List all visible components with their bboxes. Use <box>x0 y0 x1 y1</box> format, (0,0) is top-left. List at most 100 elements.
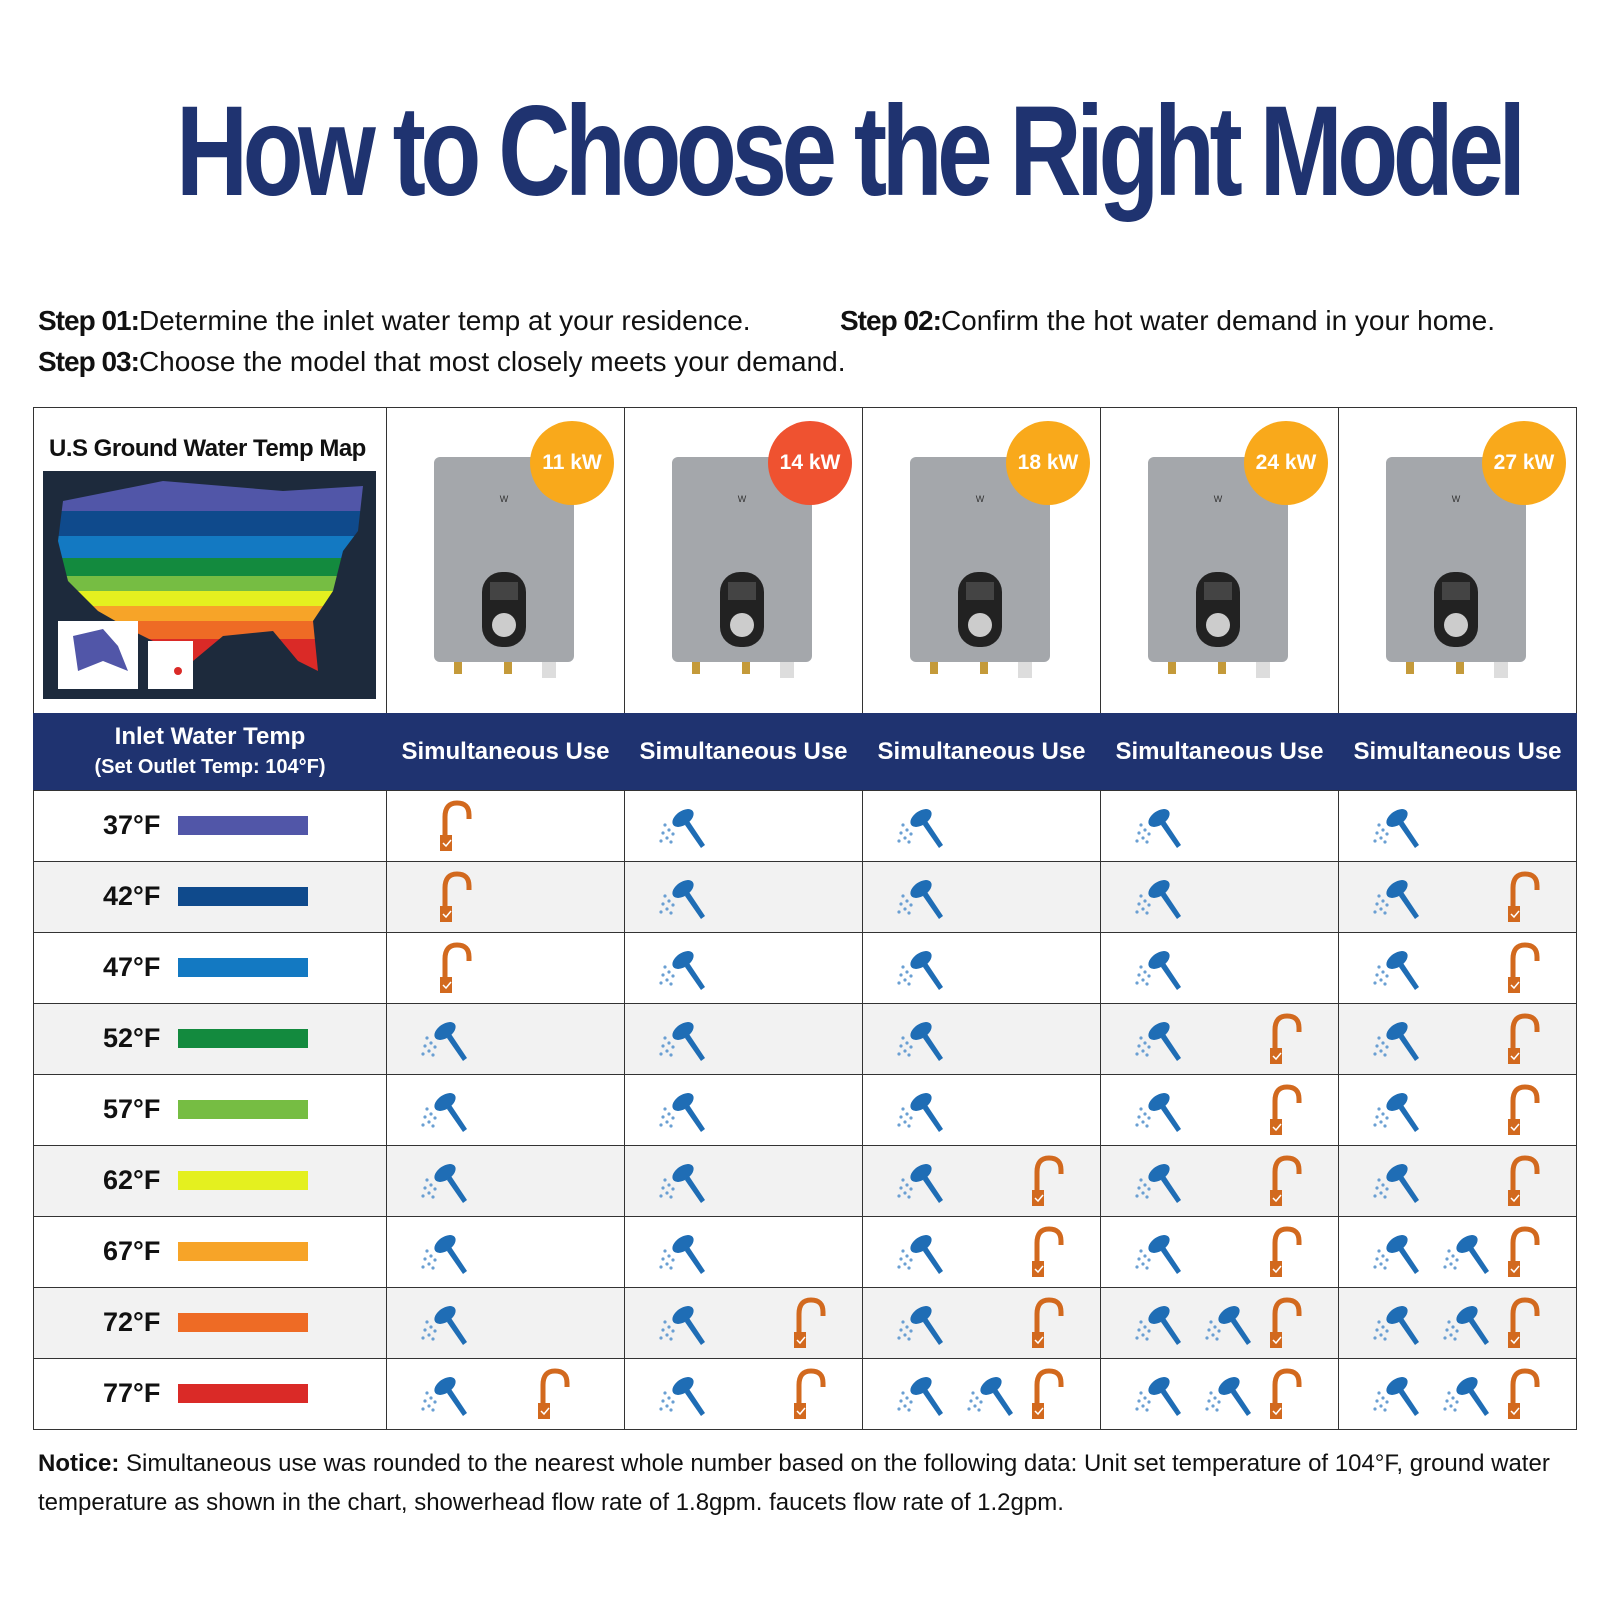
map-graphic <box>58 481 363 689</box>
temp-swatch <box>178 1100 308 1119</box>
power-badge: 18 kW <box>1006 421 1090 505</box>
use-cell <box>386 1287 625 1359</box>
use-cell <box>624 1287 863 1359</box>
step: Step 02:Confirm the hot water demand in … <box>840 305 1495 337</box>
shower-icon <box>1373 809 1419 848</box>
shower-icon <box>897 1377 943 1416</box>
shower-icon <box>1443 1377 1489 1416</box>
use-cell <box>386 1216 625 1288</box>
header-sublabel: (Set Outlet Temp: 104°F) <box>94 755 326 778</box>
shower-icon <box>897 1093 943 1132</box>
use-cell <box>1100 1145 1339 1217</box>
step-text: Determine the inlet water temp at your r… <box>138 305 751 336</box>
use-cell <box>386 861 625 933</box>
shower-icon <box>1135 1093 1181 1132</box>
shower-icon <box>1373 1377 1419 1416</box>
step-text: Choose the model that most closely meets… <box>138 346 846 377</box>
faucet-icon <box>440 800 472 851</box>
shower-icon <box>1373 1022 1419 1061</box>
temp-label: 67°F <box>103 1236 161 1266</box>
temp-swatch <box>178 1029 308 1048</box>
shower-icon <box>659 1164 705 1203</box>
use-cell <box>624 932 863 1004</box>
shower-icon <box>659 1022 705 1061</box>
temp-swatch <box>178 1313 308 1332</box>
shower-icon <box>897 1306 943 1345</box>
shower-icon <box>421 1093 467 1132</box>
use-cell <box>1100 861 1339 933</box>
temp-label: 62°F <box>103 1165 161 1195</box>
temp-label: 37°F <box>103 810 161 840</box>
temp-label: 42°F <box>103 881 161 911</box>
shower-icon <box>1135 809 1181 848</box>
use-cell <box>386 1358 625 1430</box>
use-cell <box>1338 1145 1577 1217</box>
shower-icon <box>897 880 943 919</box>
shower-icon <box>1135 1377 1181 1416</box>
map <box>43 471 376 699</box>
faucet-icon <box>1032 1226 1064 1277</box>
faucet-icon <box>1270 1084 1302 1135</box>
shower-icon <box>897 1022 943 1061</box>
temp-label: 57°F <box>103 1094 161 1124</box>
shower-icon <box>1373 1235 1419 1274</box>
use-cell <box>1100 1003 1339 1075</box>
use-cell <box>1100 932 1339 1004</box>
notice-text: Simultaneous use was rounded to the near… <box>38 1450 1550 1516</box>
use-cell <box>1338 1074 1577 1146</box>
notice-label: Notice: <box>38 1450 120 1477</box>
faucet-icon <box>1508 1155 1540 1206</box>
use-cell <box>1338 861 1577 933</box>
faucet-icon <box>1508 1226 1540 1277</box>
faucet-icon <box>794 1297 826 1348</box>
temp-swatch <box>178 958 308 977</box>
svg-text:W: W <box>1452 494 1461 504</box>
header-label: Inlet Water Temp <box>114 722 306 750</box>
shower-icon <box>1373 951 1419 990</box>
faucet-icon <box>440 942 472 993</box>
use-cell <box>624 790 863 862</box>
shower-icon <box>1373 1164 1419 1203</box>
temp-label: 52°F <box>103 1023 161 1053</box>
use-cell <box>862 790 1101 862</box>
heater-image: W <box>434 457 574 682</box>
faucet-icon <box>794 1368 826 1419</box>
heater-graphic: W <box>672 457 812 678</box>
heater-image: W <box>910 457 1050 682</box>
power-badge: 24 kW <box>1244 421 1328 505</box>
shower-icon <box>1135 880 1181 919</box>
column-header: Simultaneous Use <box>1338 713 1577 790</box>
temp-label: 47°F <box>103 952 161 982</box>
power-badge: 11 kW <box>530 421 614 505</box>
use-cell <box>386 1145 625 1217</box>
notice: Notice: Simultaneous use was rounded to … <box>38 1444 1568 1522</box>
faucet-icon <box>440 871 472 922</box>
shower-icon <box>659 880 705 919</box>
use-cell <box>862 1003 1101 1075</box>
step: Step 01:Determine the inlet water temp a… <box>38 305 751 337</box>
use-cell <box>862 861 1101 933</box>
svg-text:W: W <box>500 494 509 504</box>
faucet-icon <box>1270 1226 1302 1277</box>
shower-icon <box>967 1377 1013 1416</box>
shower-icon <box>1373 880 1419 919</box>
use-cell <box>624 1145 863 1217</box>
use-cell <box>1338 1358 1577 1430</box>
svg-text:W: W <box>976 494 985 504</box>
shower-icon <box>1443 1235 1489 1274</box>
shower-icon <box>421 1306 467 1345</box>
temp-swatch <box>178 1171 308 1190</box>
power-badge: 14 kW <box>768 421 852 505</box>
shower-icon <box>897 809 943 848</box>
use-cell <box>862 1287 1101 1359</box>
step-label: Step 02: <box>840 305 942 336</box>
header-cell: Inlet Water Temp (Set Outlet Temp: 104°F) <box>33 713 387 790</box>
use-cell <box>862 932 1101 1004</box>
use-cell <box>386 1003 625 1075</box>
faucet-icon <box>1508 942 1540 993</box>
use-cell <box>624 1358 863 1430</box>
faucet-icon <box>1508 1368 1540 1419</box>
shower-icon <box>1135 951 1181 990</box>
use-cell <box>1100 1287 1339 1359</box>
